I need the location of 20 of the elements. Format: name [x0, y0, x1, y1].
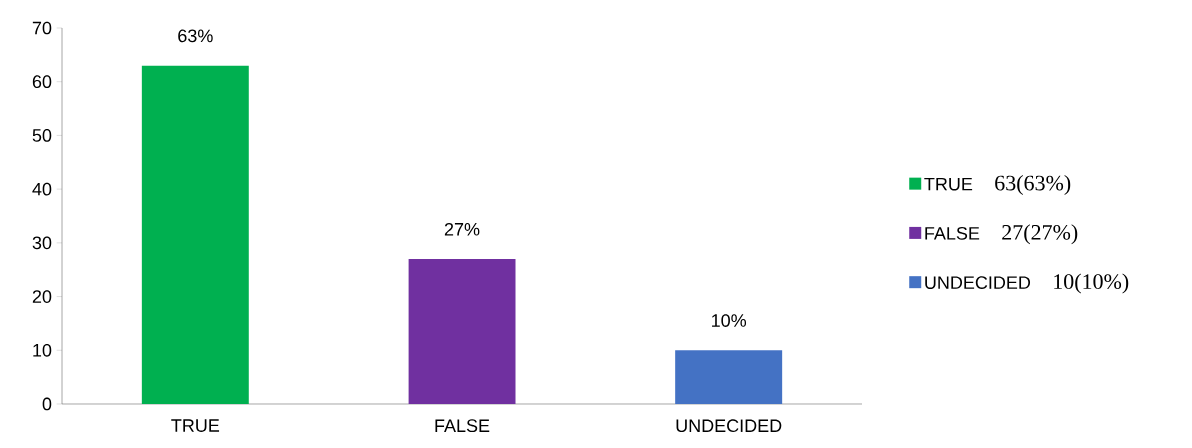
- y-tick-label: 20: [32, 290, 52, 303]
- y-tick-label: 70: [32, 21, 52, 35]
- y-tick-label: 30: [32, 236, 52, 250]
- y-tick-label: 60: [32, 75, 52, 89]
- y-tick-label: 0: [42, 397, 52, 411]
- data-label: 63%: [178, 29, 213, 43]
- x-tick-label: TRUE: [171, 419, 220, 432]
- text: 10(10%): [1054, 273, 1129, 294]
- text: 27(27%): [1002, 224, 1078, 245]
- legend-label: UNDECIDED: [925, 276, 1031, 289]
- x-tick-label: FALSE: [435, 419, 490, 433]
- legend-label: TRUE: [924, 177, 973, 191]
- text: 63(63%): [995, 175, 1071, 195]
- data-label: 27%: [444, 222, 480, 236]
- y-tick-label: 10: [33, 343, 52, 357]
- legend-label: FALSE: [925, 226, 980, 240]
- y-tick-label: 50: [32, 129, 52, 142]
- data-label: 10%: [712, 314, 747, 327]
- y-tick-label: 40: [32, 182, 52, 196]
- x-tick-label: UNDECIDED: [676, 419, 782, 433]
